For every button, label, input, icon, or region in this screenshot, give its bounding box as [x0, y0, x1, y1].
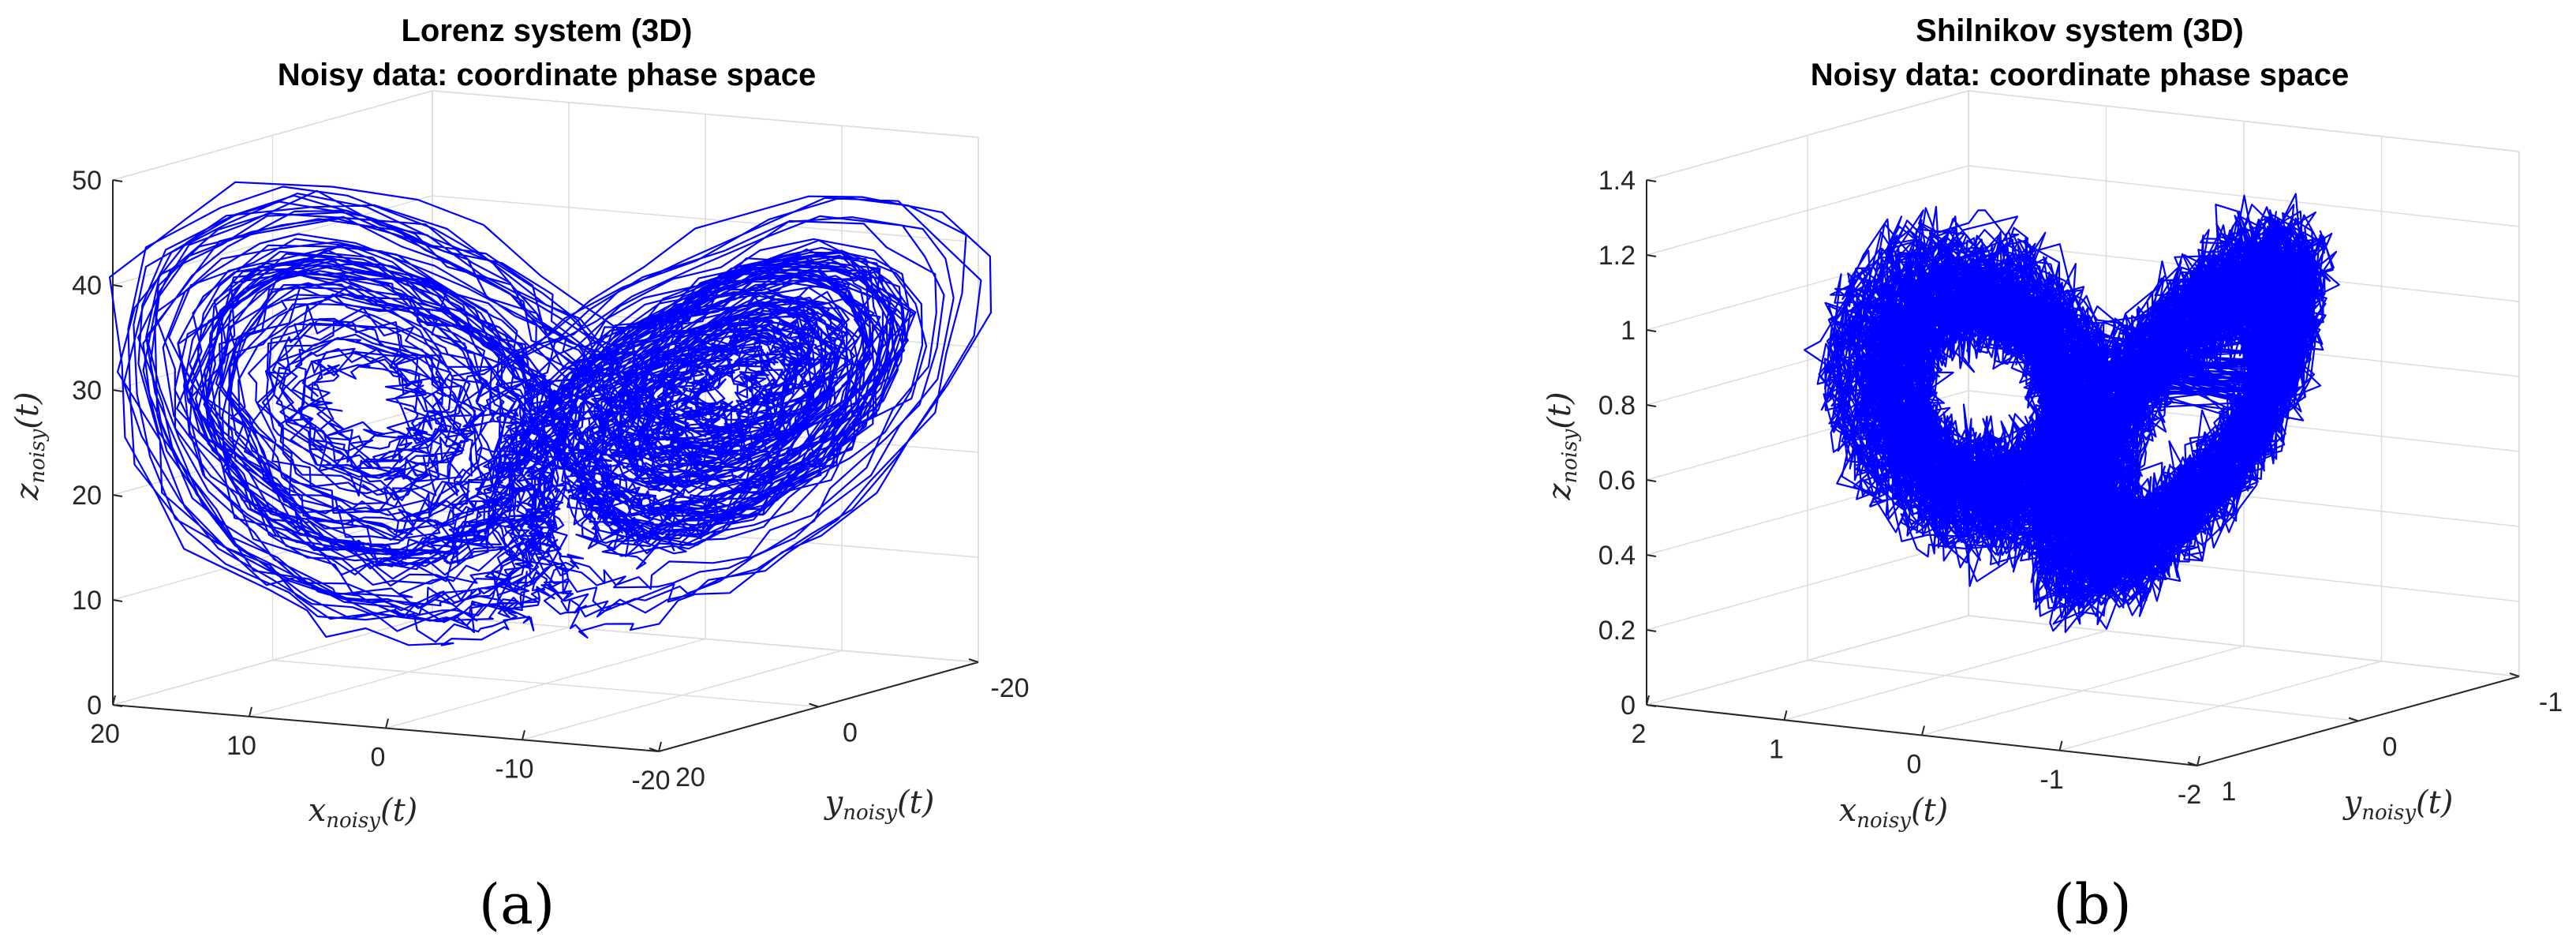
y-tick-label: 1	[2222, 777, 2237, 807]
x-tick-label: -20	[631, 766, 670, 796]
panel-b-tick-labels: 0 0.2 0.4 0.6 0.8 1 1.2 1.4 2 1 0 -1 -2 -1 0 1	[1598, 166, 2563, 810]
y-tick-label: -1	[2539, 687, 2563, 717]
z-tick-mark	[112, 494, 123, 497]
panel-a-label: (a)	[479, 872, 555, 937]
grid-line-z	[112, 90, 979, 181]
z-tick-label: 0.8	[1598, 391, 1636, 421]
panel-a-z-axis-label: znoisy(t)	[9, 391, 50, 500]
x-tick-label: -10	[495, 754, 533, 784]
x-tick-label: 0	[371, 743, 386, 773]
z-tick-label: 0.2	[1598, 616, 1636, 646]
x-tick-mark	[658, 741, 662, 752]
z-tick-label: 0	[87, 691, 102, 721]
panel-b-axes	[1646, 90, 2520, 766]
z-tick-label: 40	[72, 271, 102, 301]
panel-b-label: (b)	[2053, 872, 2131, 937]
x-tick-mark	[2058, 740, 2063, 751]
x-tick-label: 20	[90, 719, 120, 749]
panel-b-title-line1: Shilnikov system (3D)	[1916, 13, 2244, 48]
x-tick-label: -1	[2039, 765, 2063, 795]
z-tick-mark	[112, 704, 123, 707]
box-edge	[1968, 615, 2520, 677]
z-tick-mark	[1646, 404, 1657, 407]
z-tick-label: 1.2	[1598, 241, 1636, 271]
y-tick-mark	[2348, 717, 2359, 722]
z-tick-label: 0.4	[1598, 541, 1636, 571]
z-tick-mark	[1646, 179, 1657, 182]
x-tick-label: 1	[1769, 734, 1784, 764]
grid-line-z	[1646, 90, 2520, 181]
z-tick-label: 1.4	[1598, 166, 1636, 196]
x-tick-label: 10	[226, 731, 256, 761]
panel-b-z-axis-label: znoisy(t)	[1542, 391, 1582, 500]
z-tick-mark	[112, 179, 123, 182]
panel-a-title-line2: Noisy data: coordinate phase space	[278, 58, 816, 92]
lorenz-trajectory	[109, 181, 993, 646]
z-tick-label: 0.6	[1598, 466, 1636, 496]
box-edge	[112, 615, 433, 706]
box-edge	[432, 90, 979, 138]
z-tick-mark	[112, 284, 123, 287]
panel-a-trajectory-area	[109, 181, 993, 646]
z-tick-mark	[1646, 254, 1657, 257]
y-tick-label: 20	[675, 762, 705, 792]
x-tick-label: 0	[1907, 750, 1922, 780]
z-tick-label: 50	[72, 166, 102, 196]
z-tick-label: 20	[72, 481, 102, 511]
x-tick-mark	[249, 706, 252, 717]
z-tick-label: 0	[1621, 691, 1636, 721]
z-tick-mark	[112, 389, 123, 392]
y-tick-label: 0	[843, 718, 858, 748]
y-tick-mark	[968, 658, 979, 663]
box-edge	[1646, 615, 1969, 706]
panel-b-shilnikov: Shilnikov system (3D) Noisy data: coordi…	[1542, 13, 2563, 937]
shilnikov-trajectory	[1803, 193, 2340, 633]
panel-a-x-axis-label: xnoisy(t)	[308, 792, 418, 833]
x-tick-mark	[1646, 695, 1650, 706]
y-tick-mark	[2509, 672, 2520, 677]
grid-line-z	[112, 615, 979, 706]
z-tick-label: 1	[1621, 316, 1636, 346]
y-tick-mark	[809, 702, 819, 708]
panel-a-axes	[112, 90, 979, 752]
box-edge	[1968, 90, 2520, 152]
z-tick-label: 10	[72, 586, 102, 616]
x-tick-mark	[385, 718, 389, 729]
y-tick-mark	[649, 747, 660, 752]
grid-line-z	[1646, 615, 2520, 706]
y-tick-label: -20	[990, 673, 1029, 703]
x-tick-mark	[2197, 755, 2200, 766]
x-tick-label: -2	[2178, 780, 2201, 810]
z-tick-mark	[1646, 329, 1657, 332]
box-edge	[1646, 90, 1969, 181]
y-tick-label: 0	[2383, 732, 2398, 762]
z-tick-mark	[112, 599, 123, 602]
z-tick-mark	[1646, 629, 1657, 632]
z-tick-label: 30	[72, 376, 102, 406]
box-edge	[112, 90, 433, 181]
panel-b-x-axis-label: xnoisy(t)	[1839, 792, 1949, 833]
panel-b-trajectory-area	[1803, 193, 2340, 633]
x-tick-label: 2	[1632, 719, 1647, 749]
x-tick-mark	[1921, 725, 1925, 736]
x-tick-mark	[522, 730, 525, 740]
z-tick-mark	[1646, 479, 1657, 482]
grid-line-z	[1646, 165, 2520, 256]
x-tick-mark	[112, 695, 116, 706]
x-tick-mark	[1783, 710, 1788, 721]
panel-b-y-axis-label: ynoisy(t)	[2342, 785, 2454, 825]
z-tick-mark	[1646, 554, 1657, 557]
panel-a-lorenz: Lorenz system (3D) Noisy data: coordinat…	[9, 13, 1030, 937]
z-tick-mark	[1646, 704, 1657, 707]
panel-a-y-axis-label: ynoisy(t)	[824, 785, 935, 825]
panel-a-title-line1: Lorenz system (3D)	[402, 13, 693, 48]
panel-b-title-line2: Noisy data: coordinate phase space	[1811, 58, 2349, 92]
y-tick-mark	[2187, 762, 2198, 766]
